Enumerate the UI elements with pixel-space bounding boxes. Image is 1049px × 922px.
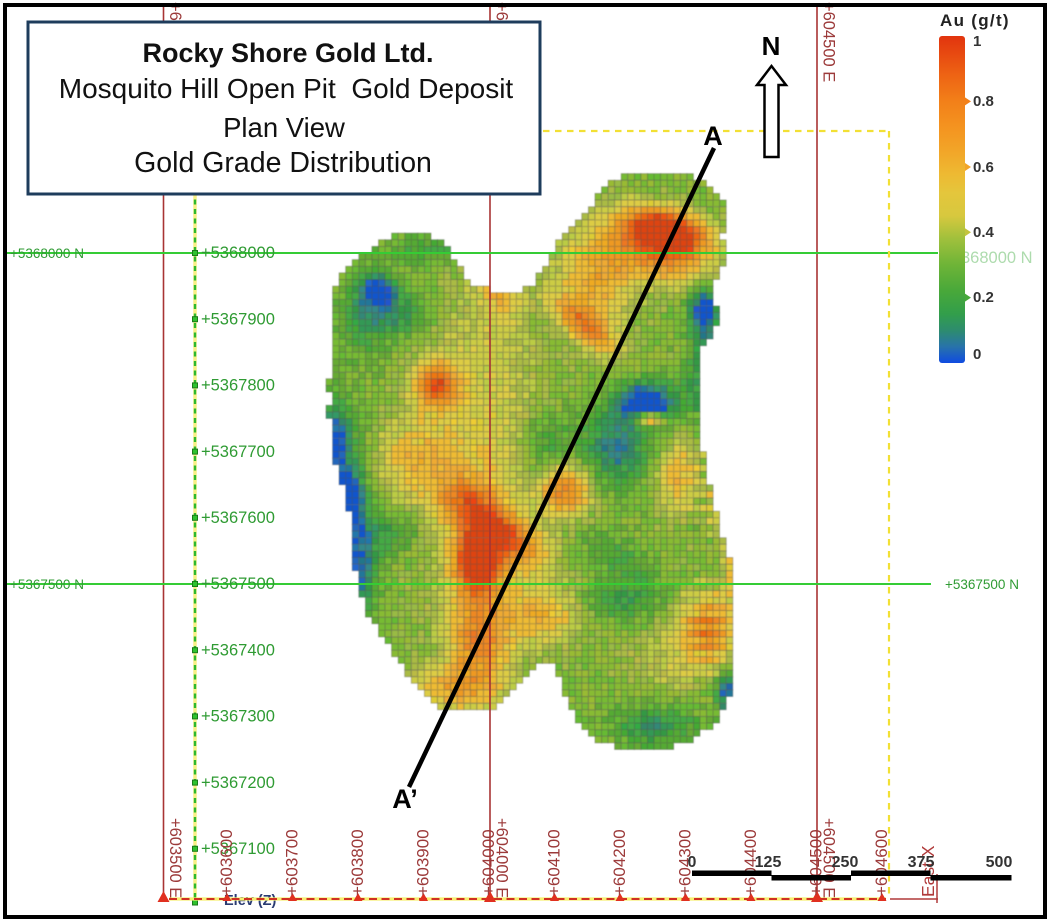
svg-text:+5367100: +5367100 [201, 840, 275, 858]
svg-text:+5367700: +5367700 [201, 443, 275, 461]
svg-text:+603700: +603700 [283, 829, 302, 896]
svg-text:+603800: +603800 [348, 829, 367, 896]
svg-text:+5367400: +5367400 [201, 641, 275, 659]
svg-text:A’: A’ [392, 784, 418, 814]
svg-text:+604200: +604200 [610, 829, 629, 896]
svg-text:Elev (Z): Elev (Z) [224, 893, 277, 909]
svg-text:+5367900: +5367900 [201, 310, 275, 328]
svg-text:+5367600: +5367600 [201, 509, 275, 527]
svg-text:+5367500 N: +5367500 N [945, 577, 1019, 592]
svg-text:375: 375 [908, 854, 935, 871]
svg-text:+5367500 N: +5367500 N [10, 577, 84, 592]
svg-text:Gold Grade Distribution: Gold Grade Distribution [134, 147, 432, 179]
svg-text:+5367800: +5367800 [201, 377, 275, 395]
svg-text:Plan View: Plan View [223, 112, 345, 143]
svg-text:250: 250 [832, 854, 859, 871]
svg-text:+603500 E: +603500 E [166, 818, 184, 898]
svg-text:+5368000: +5368000 [201, 244, 275, 262]
svg-text:+5367300: +5367300 [201, 708, 275, 726]
svg-text:Au (g/t): Au (g/t) [940, 11, 1010, 30]
svg-text:+604600: +604600 [872, 829, 891, 896]
svg-text:+5367200: +5367200 [201, 774, 275, 792]
svg-text:0: 0 [688, 854, 697, 871]
svg-text:+603900: +603900 [414, 829, 433, 896]
svg-text:N: N [762, 31, 781, 61]
svg-text:+604500 E: +604500 E [820, 2, 838, 82]
svg-text:0.4: 0.4 [973, 224, 995, 241]
svg-text:+604100: +604100 [545, 829, 564, 896]
svg-text:125: 125 [755, 854, 782, 871]
svg-text:+604000: +604000 [479, 829, 498, 896]
svg-text:A: A [703, 121, 723, 151]
svg-text:+604300: +604300 [676, 829, 695, 896]
svg-text:+5368000 N: +5368000 N [10, 246, 84, 261]
svg-text:+5367500: +5367500 [201, 575, 275, 593]
svg-text:0.2: 0.2 [973, 289, 994, 306]
svg-text:+604000 E: +604000 E [493, 818, 511, 898]
svg-text:500: 500 [986, 854, 1013, 871]
svg-text:+604400: +604400 [741, 829, 760, 896]
svg-text:0: 0 [973, 346, 981, 363]
svg-text:Mosquito Hill Open Pit Gold D: Mosquito Hill Open Pit Gold Deposit [59, 73, 514, 104]
svg-text:0.6: 0.6 [973, 159, 994, 176]
svg-text:0.8: 0.8 [973, 93, 994, 110]
svg-text:1: 1 [973, 33, 981, 50]
svg-text:368000 N: 368000 N [961, 249, 1033, 267]
svg-text:Rocky Shore Gold Ltd.: Rocky Shore Gold Ltd. [142, 38, 433, 68]
svg-text:+603600: +603600 [217, 829, 236, 896]
